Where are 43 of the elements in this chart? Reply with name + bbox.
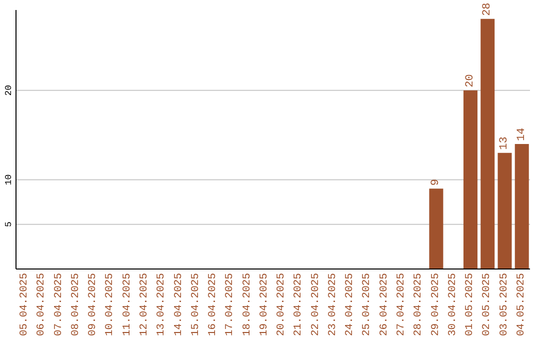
data-label: 13: [498, 136, 511, 150]
x-tick-label: 23.04.2025: [326, 273, 339, 336]
x-tick-label: 11.04.2025: [121, 273, 134, 336]
x-tick-label: 13.04.2025: [156, 273, 168, 336]
y-tick-label: 10: [4, 174, 14, 186]
x-tick-label: 01.05.2025: [464, 273, 476, 336]
x-tick-label: 28.04.2025: [412, 273, 425, 336]
data-label: 28: [482, 2, 494, 16]
x-tick-label: 19.04.2025: [258, 273, 270, 336]
x-tick-label: 06.04.2025: [36, 273, 48, 336]
bar: [498, 152, 512, 269]
x-tick-label: 09.04.2025: [87, 273, 100, 336]
x-tick-label: 08.04.2025: [70, 273, 82, 336]
x-tick-label: 21.04.2025: [292, 273, 305, 336]
x-tick-label: 18.04.2025: [241, 273, 254, 336]
x-tick-label: 05.04.2025: [18, 273, 31, 336]
x-tick-label: 26.04.2025: [378, 273, 390, 336]
data-label: 14: [516, 127, 528, 141]
x-tick-label: 25.04.2025: [361, 273, 374, 336]
x-tick-label: 22.04.2025: [310, 273, 322, 336]
data-label: 9: [430, 179, 442, 186]
x-tick-label: 16.04.2025: [207, 273, 220, 336]
x-tick-label: 27.04.2025: [396, 273, 408, 336]
x-tick-label: 07.04.2025: [52, 273, 65, 336]
x-tick-label: 29.04.2025: [430, 273, 442, 336]
x-tick-label: 03.05.2025: [498, 273, 510, 336]
y-tick-label: 20: [4, 84, 14, 96]
data-label: 20: [464, 74, 476, 88]
x-tick-label: 17.04.2025: [224, 273, 236, 336]
bar: [514, 144, 529, 269]
y-tick-label: 5: [4, 222, 14, 228]
x-tick-label: 30.04.2025: [446, 273, 459, 336]
x-tick-label: 24.04.2025: [344, 273, 356, 336]
x-tick-label: 15.04.2025: [190, 273, 202, 336]
bar: [480, 18, 495, 269]
x-tick-label: 12.04.2025: [138, 273, 150, 336]
x-tick-label: 14.04.2025: [172, 273, 185, 336]
x-tick-label: 10.04.2025: [104, 273, 116, 336]
x-tick-label: 04.05.2025: [515, 273, 528, 336]
x-tick-label: 20.04.2025: [276, 273, 288, 336]
bar: [463, 90, 478, 269]
x-tick-label: 02.05.2025: [481, 273, 494, 336]
bar: [429, 188, 444, 269]
